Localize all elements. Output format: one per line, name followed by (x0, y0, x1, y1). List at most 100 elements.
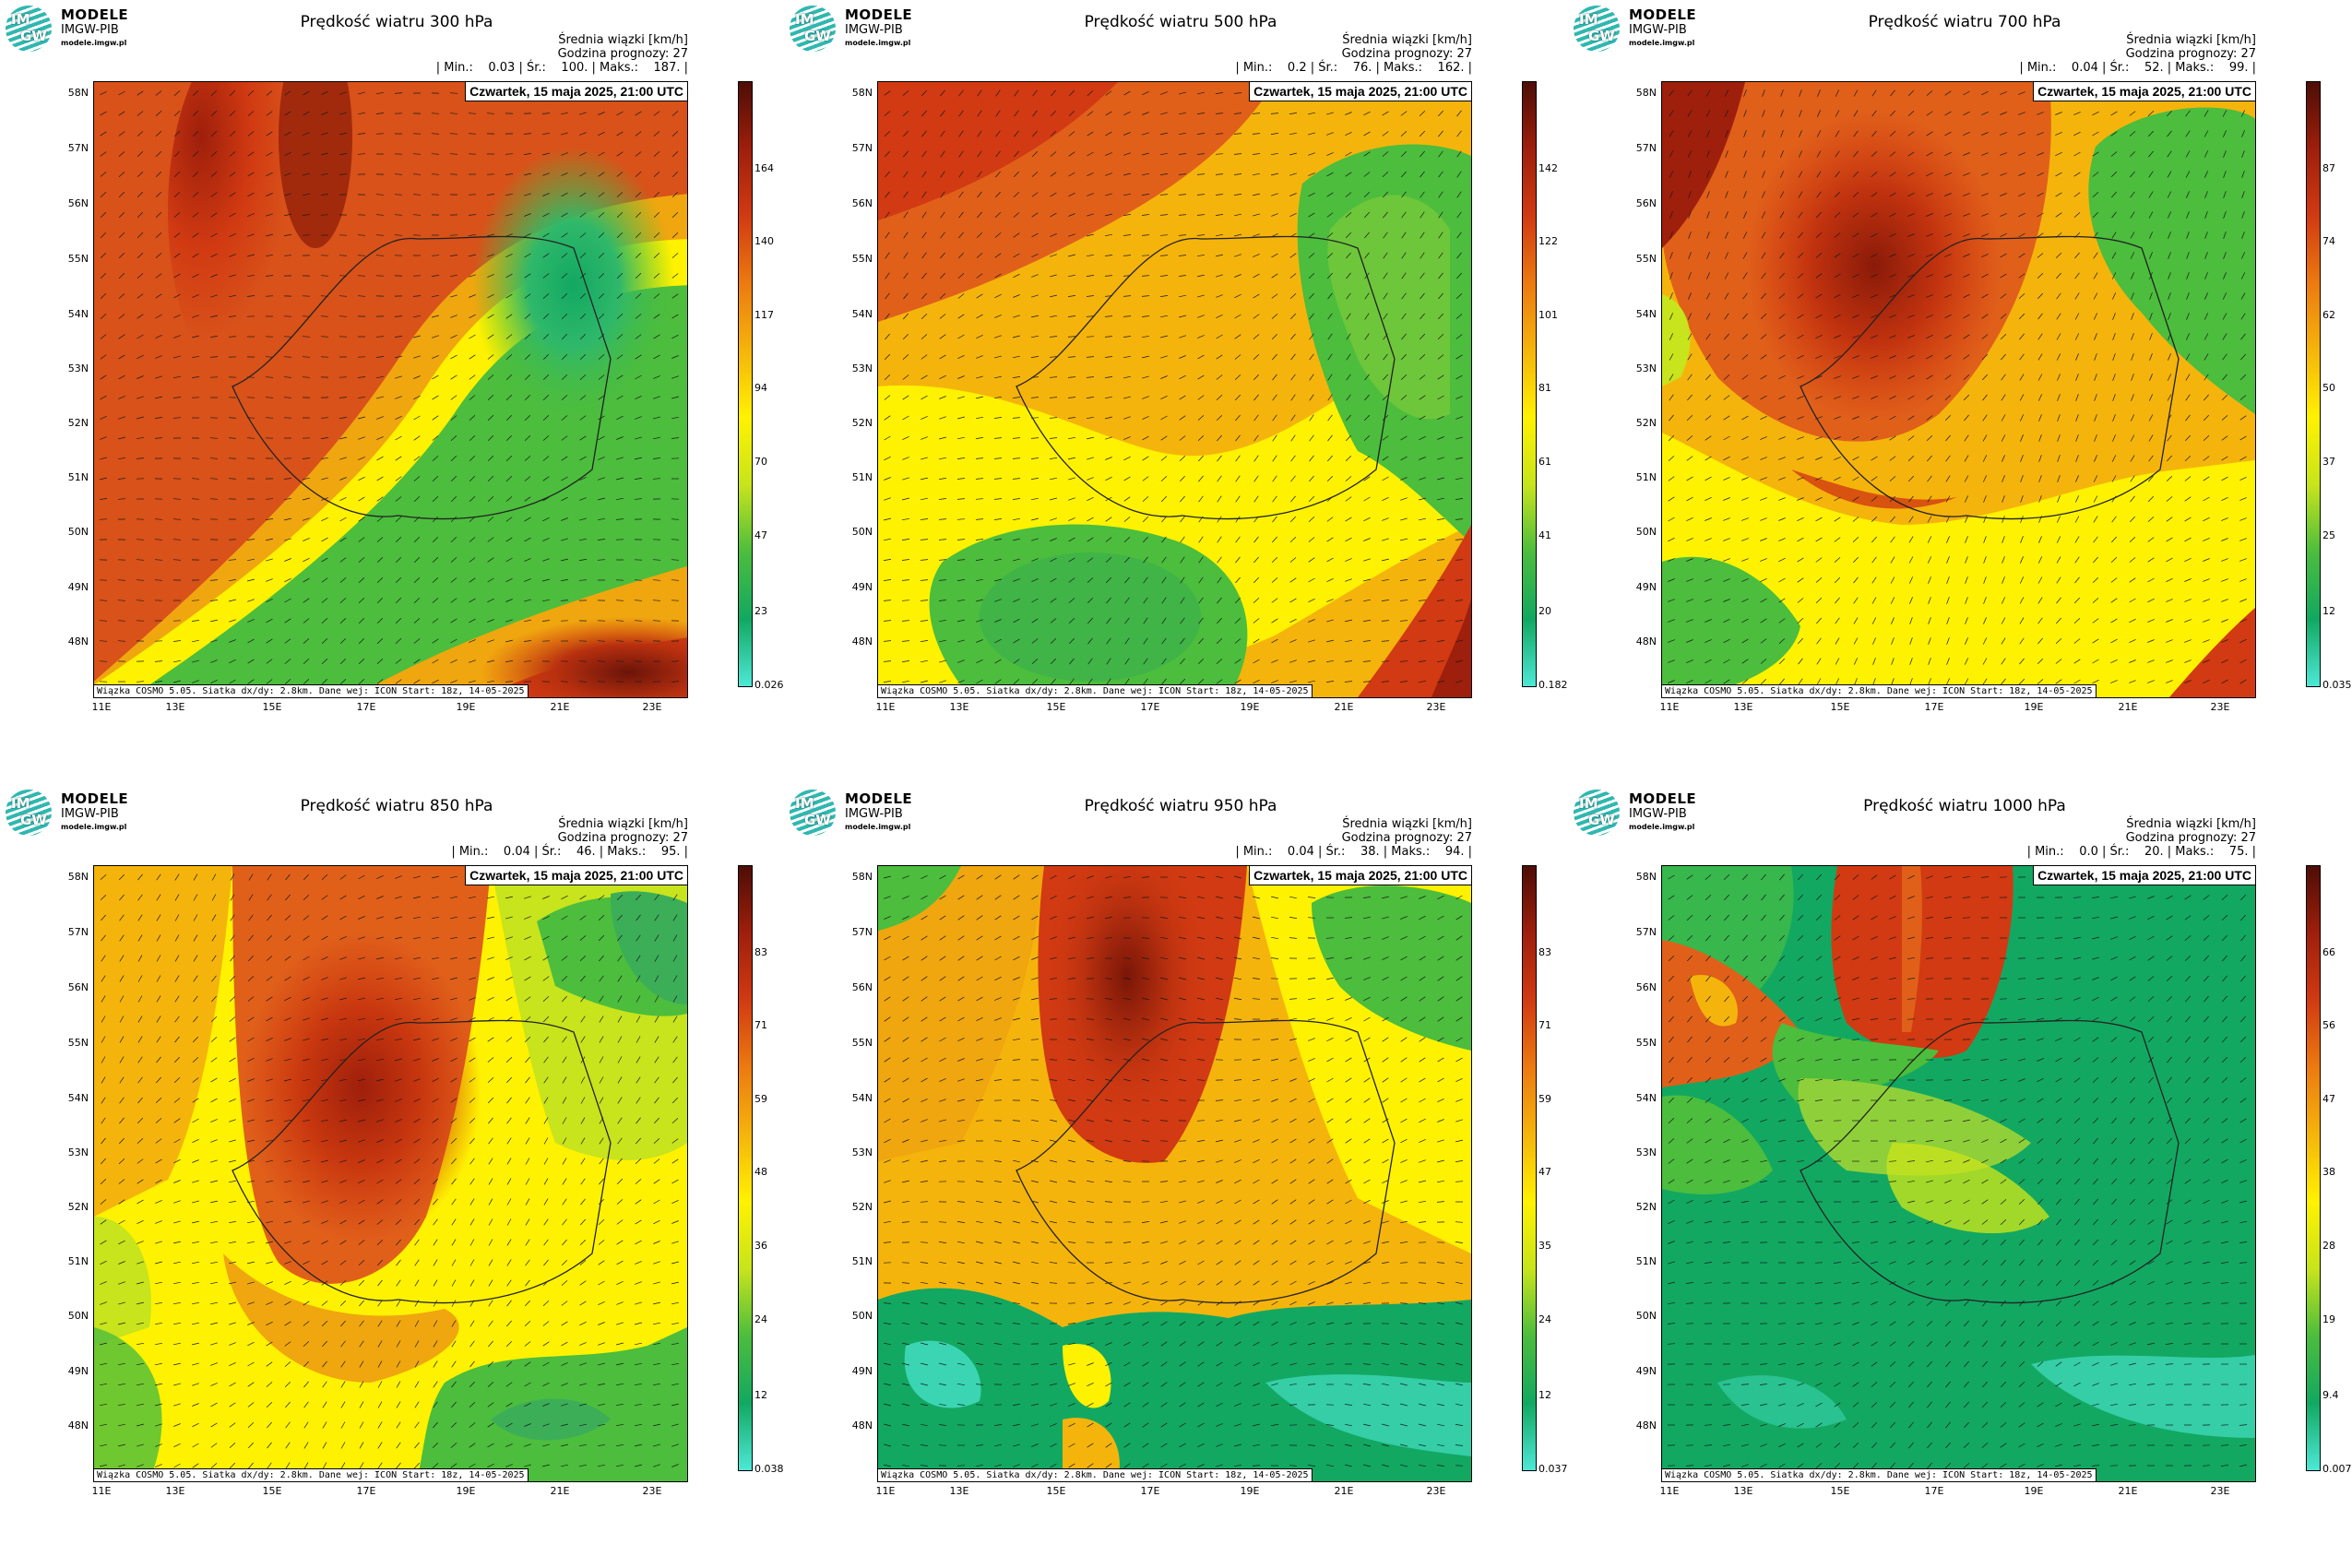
wind-arrow (635, 1301, 642, 1305)
wind-arrow (2221, 639, 2228, 643)
wind-arrow (1438, 211, 1443, 219)
wind-arrow (395, 638, 402, 644)
colorbar-tick: 12 (2322, 605, 2335, 617)
wind-arrow (579, 1403, 587, 1407)
wind-arrow (247, 151, 255, 157)
wind-arrow (884, 150, 891, 158)
wind-arrow (1669, 171, 1674, 178)
lon-label: 17E (1140, 1485, 1160, 1497)
wind-arrow (1180, 516, 1185, 523)
wind-arrow (1197, 1220, 1205, 1224)
wind-arrow (137, 1056, 143, 1063)
wind-arrow (211, 955, 217, 962)
wind-arrow (1031, 1282, 1039, 1284)
wind-arrow (1013, 599, 1020, 602)
wind-arrow (2129, 618, 2136, 624)
wind-arrow (1068, 1200, 1075, 1204)
wind-arrow (266, 578, 273, 582)
wind-arrow (284, 497, 291, 501)
wind-arrow (2147, 680, 2155, 683)
wind-arrow (1104, 998, 1113, 1000)
wind-arrow (468, 133, 477, 135)
wind-arrow (2111, 232, 2117, 239)
wind-arrow (940, 89, 945, 97)
wind-arrow (174, 873, 180, 881)
wind-arrow (376, 1017, 384, 1021)
wind-arrow (266, 1321, 273, 1326)
wind-arrow (1123, 1078, 1131, 1082)
wind-arrow (1382, 415, 1389, 421)
wind-arrow (635, 1199, 642, 1205)
wind-arrow (1760, 659, 1767, 664)
wind-arrow (1216, 395, 1223, 400)
wind-arrow (1196, 1079, 1206, 1081)
wind-arrow (99, 660, 108, 662)
wind-arrow (192, 294, 199, 298)
wind-arrow (450, 1077, 457, 1083)
wind-arrow (921, 976, 928, 981)
wind-arrow (884, 456, 891, 461)
wind-arrow (1436, 579, 1445, 581)
wind-arrow (1382, 916, 1389, 920)
wind-arrow (1945, 495, 1951, 503)
wind-arrow (1741, 395, 1749, 400)
wind-arrow (1344, 917, 1353, 919)
wind-arrow (321, 1099, 328, 1102)
wind-arrow (487, 254, 494, 257)
wind-arrow (1383, 252, 1388, 259)
wind-arrow (1688, 232, 1692, 239)
wind-arrow (2001, 597, 2006, 604)
wind-arrow (1030, 478, 1039, 480)
wind-arrow (173, 1342, 181, 1346)
wind-arrow (412, 153, 422, 155)
wind-arrow (487, 680, 494, 683)
wind-arrow (578, 559, 588, 561)
wind-arrow (1308, 272, 1315, 279)
wind-arrow (1326, 112, 1334, 115)
wind-arrow (1308, 152, 1315, 156)
wind-arrow (579, 112, 587, 115)
wind-arrow (1889, 232, 1896, 238)
wind-arrow (1327, 353, 1333, 361)
wind-arrow (1419, 956, 1426, 961)
wind-arrow (993, 498, 1003, 500)
wind-arrow (137, 191, 144, 198)
wind-arrow (1087, 1463, 1094, 1468)
wind-arrow (1455, 956, 1463, 961)
wind-arrow (976, 915, 983, 921)
wind-arrow (1031, 1463, 1039, 1468)
wind-arrow (1455, 1322, 1463, 1325)
wind-arrow (451, 1218, 457, 1226)
wind-arrow (1420, 211, 1425, 219)
wind-arrow (1142, 1341, 1149, 1347)
wind-arrow (2149, 353, 2153, 361)
wind-arrow (1908, 516, 1914, 523)
wind-arrow (1142, 456, 1149, 461)
wind-arrow (994, 558, 1002, 562)
wind-arrow (1086, 275, 1095, 277)
wind-arrow (209, 478, 219, 480)
wind-arrow (267, 873, 272, 881)
wind-arrow (322, 1462, 327, 1469)
wind-arrow (1326, 997, 1334, 1001)
wind-arrow (1141, 295, 1150, 297)
wind-arrow (469, 1037, 476, 1042)
wind-arrow (173, 192, 181, 197)
wind-arrow (1705, 313, 1711, 320)
wind-arrow (1142, 396, 1149, 399)
wind-arrow (1438, 110, 1443, 117)
wind-arrow (1779, 272, 1785, 279)
wind-arrow (1234, 314, 1241, 319)
wind-arrow (173, 1180, 181, 1183)
wind-arrow (1160, 977, 1168, 980)
wind-arrow (1669, 353, 1674, 361)
wind-arrow (1363, 1158, 1371, 1164)
wind-arrow (339, 1180, 347, 1183)
wind-arrow (154, 437, 163, 439)
wind-arrow (450, 536, 457, 543)
wind-arrow (1105, 1361, 1112, 1367)
wind-arrow (229, 294, 236, 298)
wind-arrow (155, 1443, 162, 1447)
wind-arrow (1123, 1139, 1131, 1143)
wind-arrow (652, 559, 661, 561)
